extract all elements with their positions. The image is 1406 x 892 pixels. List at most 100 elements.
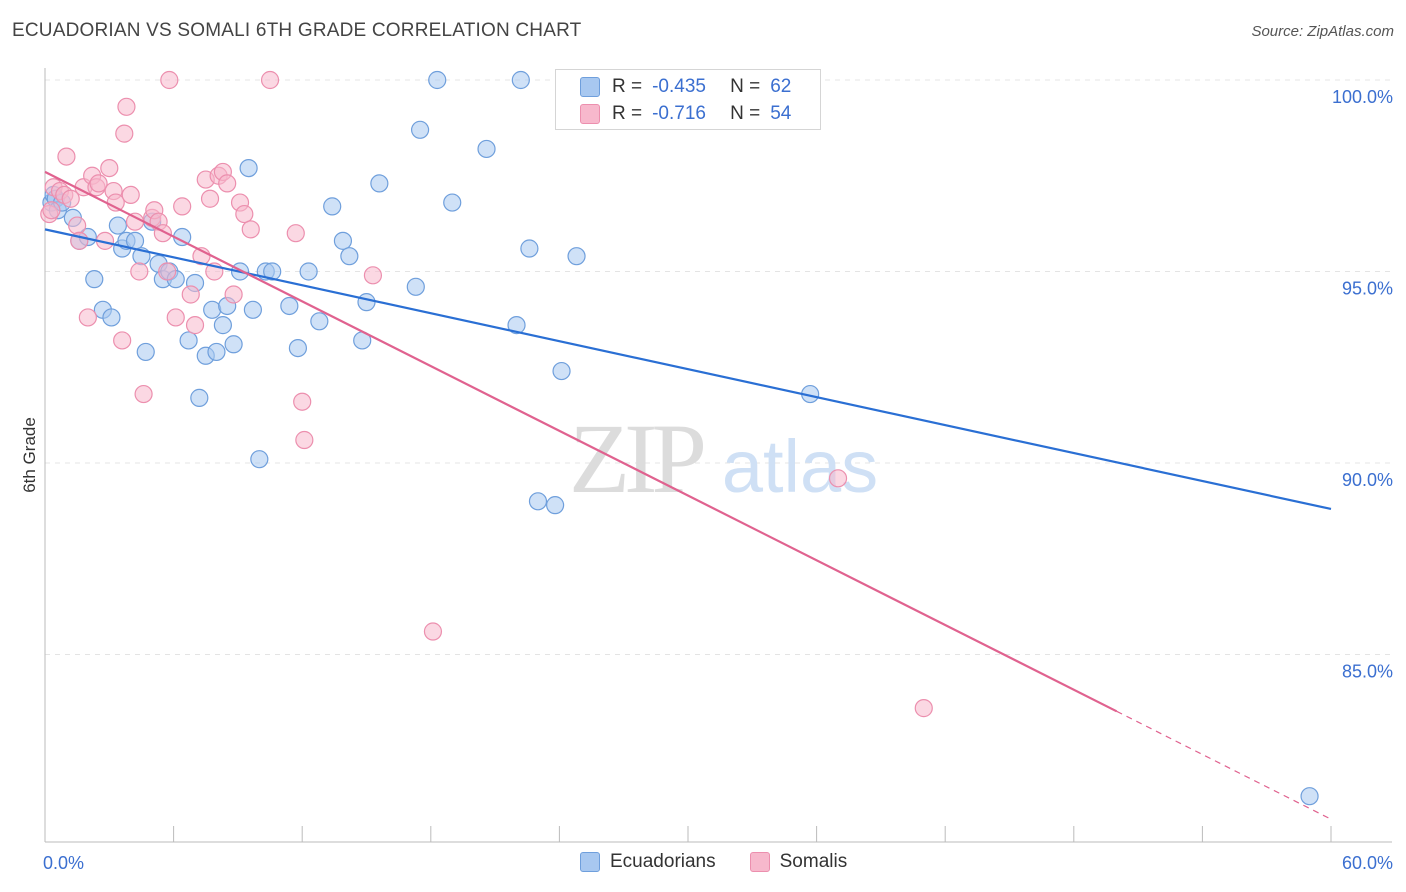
ecuadorian-point xyxy=(520,239,539,258)
stats-row-ecuadorians: R = -0.435 N = 62 xyxy=(580,76,792,98)
somali-point xyxy=(113,331,132,350)
stats-row-somalis: R = -0.716 N = 54 xyxy=(580,103,792,125)
somali-swatch xyxy=(580,104,600,124)
somali-point xyxy=(260,70,280,90)
somali-point xyxy=(117,97,136,116)
ecuadorian-point xyxy=(179,331,198,350)
somali-point xyxy=(185,316,205,335)
somali-point xyxy=(914,699,933,718)
ecuadorian-point xyxy=(443,193,462,212)
ecuadorian-point xyxy=(546,496,565,515)
y-tick-label: 95.0% xyxy=(1342,279,1393,299)
somali-point xyxy=(423,622,443,641)
ecuadorian-point xyxy=(340,247,359,266)
r-value: -0.716 xyxy=(652,103,706,124)
n-label: N = xyxy=(730,76,761,97)
somali-point xyxy=(89,174,108,193)
ecuadorian-point xyxy=(136,342,155,362)
ecuadorian-point xyxy=(213,316,232,335)
ecuadorian-point xyxy=(406,277,425,296)
somali-point xyxy=(173,197,192,216)
ecuadorian-trend-line xyxy=(44,228,1332,511)
ecuadorian-point xyxy=(243,300,263,319)
somali-point xyxy=(100,158,119,178)
ecuadorian-point xyxy=(190,388,209,407)
ecuadorian-legend-swatch xyxy=(580,852,600,872)
ecuadorian-point xyxy=(528,492,548,511)
ecuadorian-point xyxy=(410,120,430,139)
somali-point xyxy=(181,285,200,304)
y-tick-label: 90.0% xyxy=(1342,470,1393,490)
ecuadorian-point xyxy=(333,231,353,250)
ecuadorian-point xyxy=(102,308,121,327)
r-label: R = xyxy=(612,76,643,97)
somali-legend-swatch xyxy=(749,852,770,872)
ecuadorian-point xyxy=(288,339,308,358)
somali-point xyxy=(57,147,76,166)
ecuadorian-point xyxy=(511,70,530,90)
somali-point xyxy=(218,174,237,193)
source-label: Source: ZipAtlas.com xyxy=(1251,23,1394,40)
somali-point xyxy=(293,392,312,411)
somali-point xyxy=(78,308,97,327)
ecuadorian-point xyxy=(250,450,269,469)
somali-point xyxy=(134,384,153,404)
somali-point xyxy=(160,70,179,90)
ecuadorian-point xyxy=(85,270,104,289)
n-value: 54 xyxy=(770,103,792,124)
r-value: -0.435 xyxy=(652,76,706,97)
ecuadorian-point xyxy=(323,197,342,216)
somali-point xyxy=(158,262,177,281)
x-tick-label: 0.0% xyxy=(43,853,84,873)
somali-point xyxy=(295,430,314,450)
somali-point xyxy=(125,212,145,231)
somali-trend-extension xyxy=(1116,710,1332,820)
ecuadorian-point xyxy=(1300,787,1319,806)
y-tick-label: 85.0% xyxy=(1342,662,1393,682)
r-label: R = xyxy=(612,103,643,124)
legend-label: Somalis xyxy=(779,851,848,872)
chart-title: ECUADORIAN VS SOMALI 6TH GRADE CORRELATI… xyxy=(12,20,582,41)
n-value: 62 xyxy=(770,76,792,97)
watermark-atlas: atlas xyxy=(722,425,878,508)
ecuadorian-point xyxy=(477,139,496,159)
ecuadorian-point xyxy=(370,174,389,193)
ecuadorian-point xyxy=(239,158,258,178)
ecuadorian-point xyxy=(108,216,127,235)
somali-trend-line xyxy=(44,170,1118,713)
somali-point xyxy=(42,201,61,220)
ecuadorian-point xyxy=(224,335,243,354)
somali-point xyxy=(115,124,134,143)
trend-lines xyxy=(44,170,1332,820)
somali-point xyxy=(200,189,220,208)
ecuadorian-point xyxy=(203,300,222,319)
somali-point xyxy=(68,216,87,235)
somali-point xyxy=(241,220,260,239)
stats-legend: R = -0.435 N = 62 R = -0.716 N = 54 xyxy=(555,69,821,130)
somali-point xyxy=(224,285,243,304)
y-tick-label: 100.0% xyxy=(1332,87,1393,107)
ecuadorian-point xyxy=(299,262,318,281)
somali-point xyxy=(363,266,383,285)
legend-item-ecuadorians: Ecuadorians xyxy=(580,851,716,873)
series-legend: Ecuadorians Somalis xyxy=(580,851,847,873)
y-axis-label: 6th Grade xyxy=(20,417,39,493)
ecuadorian-point xyxy=(310,312,329,331)
ecuadorian-point xyxy=(428,70,447,90)
axes: 85.0% 90.0% 95.0% 100.0% 0.0% 60.0% xyxy=(43,68,1393,873)
n-label: N = xyxy=(730,103,761,124)
somali-point xyxy=(235,204,254,224)
somali-point xyxy=(166,308,185,327)
ecuadorian-swatch xyxy=(580,77,600,97)
somali-point xyxy=(828,469,848,488)
somali-point xyxy=(61,189,80,208)
somali-point xyxy=(130,262,149,281)
somali-point xyxy=(286,224,305,243)
ecuadorian-point xyxy=(567,247,586,266)
x-tick-label: 60.0% xyxy=(1342,853,1393,873)
ecuadorian-point xyxy=(263,262,282,281)
somali-point xyxy=(121,185,140,204)
ecuadorian-point xyxy=(280,296,299,316)
legend-item-somalis: Somalis xyxy=(749,851,848,873)
